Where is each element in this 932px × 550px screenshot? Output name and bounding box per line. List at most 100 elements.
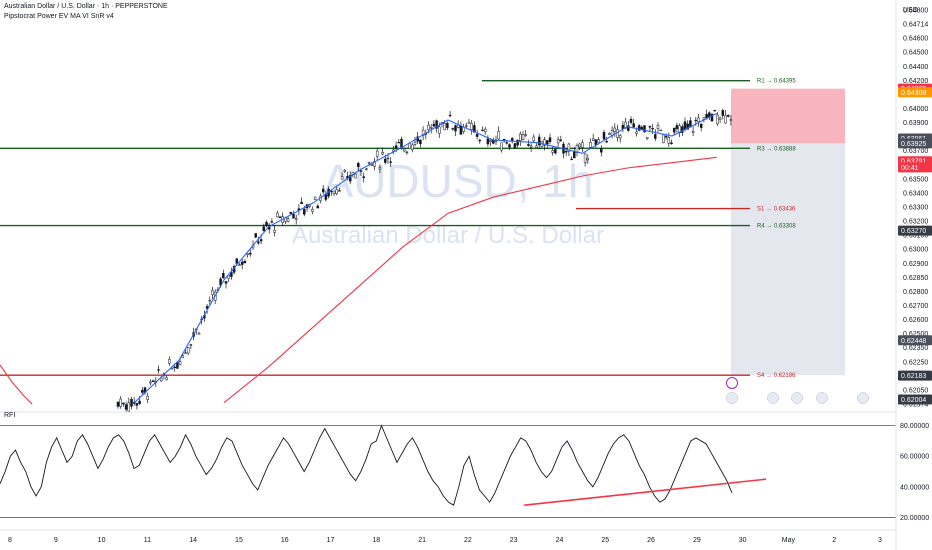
candle-body [435, 120, 438, 129]
indicator-title: Pipstocrat Power EV MA VI SnR v4 [4, 13, 114, 20]
candle-body [500, 142, 503, 151]
candle-body [313, 196, 317, 200]
candle-body [324, 194, 328, 200]
candle-body [124, 404, 128, 410]
candle-body [564, 151, 568, 153]
y-tick-label: 0.62500 [903, 331, 928, 338]
candle-body [230, 272, 233, 277]
candle-body [497, 131, 500, 140]
chart-title: Australian Dollar / U.S. Dollar · 1h · P… [4, 3, 168, 10]
candle-body [529, 145, 533, 148]
candle-body [613, 127, 617, 132]
candle-body [397, 141, 401, 144]
flag-event-icon[interactable] [857, 392, 869, 404]
candle-body [524, 134, 527, 136]
candle-body [438, 126, 441, 134]
x-tick-label: 10 [98, 537, 106, 544]
candle-body [462, 127, 465, 132]
x-tick-label: 11 [144, 537, 151, 544]
flag-event-icon[interactable] [791, 392, 803, 404]
candle-body [249, 252, 252, 255]
candle-body [381, 151, 384, 155]
candle-body [602, 132, 606, 140]
candle-body [716, 114, 719, 125]
y-tick-label: 0.64500 [903, 50, 928, 57]
candle-body [119, 398, 122, 407]
flag-event-icon[interactable] [767, 392, 779, 404]
candle-body [286, 218, 290, 222]
candle-body [446, 122, 449, 129]
event-markers [726, 377, 869, 404]
watermark-symbol: AUDUSD, 1h [323, 155, 594, 207]
price-tag [898, 394, 932, 405]
candle-body [222, 272, 225, 279]
moving-average-line [0, 364, 33, 405]
candle-body [483, 128, 487, 133]
x-tick-label: 17 [327, 537, 335, 544]
y-tick-label: 0.63500 [903, 176, 928, 183]
y-tick-label: 0.64200 [903, 78, 928, 85]
y-tick-label: 0.62850 [903, 275, 928, 282]
position-zones [731, 88, 845, 376]
x-tick-label: 23 [510, 537, 518, 544]
candle-body [392, 149, 395, 152]
candle-body [386, 157, 390, 160]
candle-body [616, 129, 619, 138]
time-axis: 8 9 10 11 14 15 16 17 18 21 22 23 24 25 26 29 30 May 2 3 [0, 529, 896, 544]
stop-loss-zone [731, 88, 845, 144]
sr-level-label: R3 → 0.63888 [757, 146, 796, 152]
candle-body [343, 169, 347, 172]
price-tag-label: 00:41 [901, 165, 919, 172]
y-tick-label: 0.63900 [903, 120, 928, 127]
candle-body [359, 170, 363, 172]
currency-label: USD [903, 7, 918, 14]
take-profit-zone [731, 143, 845, 376]
economic-event-icon[interactable] [726, 392, 738, 404]
candle-body [705, 113, 708, 119]
candle-body [405, 151, 409, 154]
x-tick-label: 9 [54, 537, 58, 544]
price-tag-label: 0.62448 [901, 338, 926, 345]
candle-body [721, 110, 725, 116]
candle-body [643, 125, 646, 133]
lightning-icon[interactable] [726, 377, 738, 389]
y-tick-label: 0.62350 [903, 345, 928, 352]
price-tag [898, 138, 932, 149]
candle-body [408, 142, 411, 149]
candle-body [597, 139, 600, 143]
candle-body [243, 261, 247, 264]
candle-body [535, 145, 538, 148]
candle-body [384, 158, 387, 163]
candle-body [238, 264, 241, 267]
candle-body [546, 140, 549, 145]
candle-body [656, 124, 660, 129]
y-tick-label: 0.64400 [903, 64, 928, 71]
price-tag-label: 0.64308 [901, 90, 926, 97]
candle-body [594, 139, 598, 145]
candle-body [632, 123, 635, 128]
candle-body [208, 299, 212, 302]
candle-body [481, 129, 484, 132]
candle-body [292, 213, 295, 219]
candle-body [629, 118, 633, 123]
sr-level-label: R4 → 0.63308 [757, 224, 796, 230]
candle-body [419, 139, 422, 145]
sr-level-label: S1 → 0.63436 [757, 207, 796, 213]
candle-body [375, 150, 379, 157]
candle-body [551, 150, 554, 153]
price-tag-label: 0.63270 [901, 228, 926, 235]
candle-body [578, 143, 581, 148]
candle-body [289, 211, 293, 215]
candle-body [627, 125, 630, 131]
candle-body [389, 161, 392, 163]
candle-body [432, 123, 436, 127]
price-axis: USD 0.64800 0.64714 0.64600 0.64500 0.64400 0… [895, 0, 928, 550]
candle-body [413, 141, 417, 145]
candle-body [451, 128, 455, 130]
flag-event-icon[interactable] [816, 392, 828, 404]
x-tick-label: May [782, 537, 796, 544]
candle-body [141, 390, 144, 393]
candle-body [165, 377, 168, 381]
candle-body [635, 131, 638, 134]
